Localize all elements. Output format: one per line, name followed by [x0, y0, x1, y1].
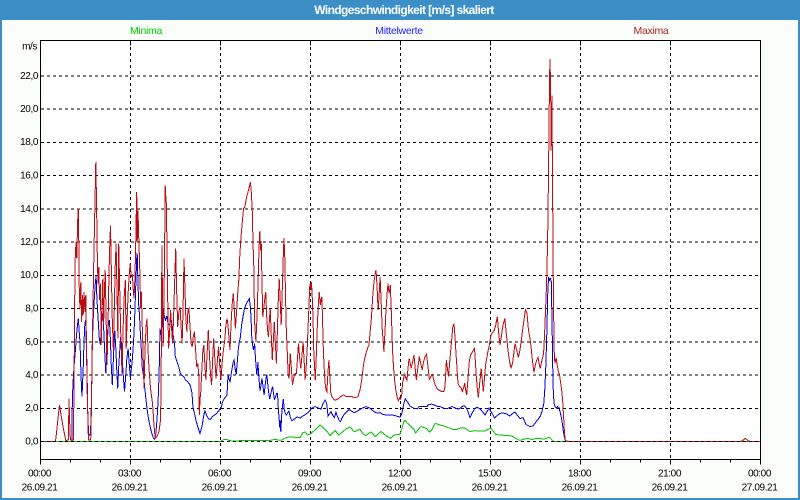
svg-text:18:00: 18:00: [568, 469, 592, 480]
svg-text:14,0: 14,0: [20, 204, 39, 215]
svg-text:26.09.21: 26.09.21: [22, 483, 59, 494]
svg-text:00:00: 00:00: [748, 469, 772, 480]
svg-text:26.09.21: 26.09.21: [472, 483, 509, 494]
svg-text:03:00: 03:00: [118, 469, 142, 480]
svg-text:10,0: 10,0: [20, 270, 39, 281]
svg-text:26.09.21: 26.09.21: [562, 483, 599, 494]
svg-text:6,0: 6,0: [25, 337, 39, 348]
svg-text:0,0: 0,0: [25, 437, 39, 448]
svg-text:26.09.21: 26.09.21: [652, 483, 689, 494]
svg-text:4,0: 4,0: [25, 370, 39, 381]
svg-text:22,0: 22,0: [20, 71, 39, 82]
svg-text:06:00: 06:00: [208, 469, 232, 480]
svg-text:12:00: 12:00: [388, 469, 412, 480]
svg-text:12,0: 12,0: [20, 237, 39, 248]
svg-text:18,0: 18,0: [20, 137, 39, 148]
svg-text:m/s: m/s: [22, 42, 37, 53]
svg-text:27.09.21: 27.09.21: [742, 483, 779, 494]
svg-text:15:00: 15:00: [478, 469, 502, 480]
svg-text:00:00: 00:00: [28, 469, 52, 480]
svg-text:Maxima: Maxima: [634, 25, 669, 37]
svg-text:20,0: 20,0: [20, 104, 39, 115]
svg-text:26.09.21: 26.09.21: [112, 483, 149, 494]
svg-text:09:00: 09:00: [298, 469, 322, 480]
svg-text:2,0: 2,0: [25, 403, 39, 414]
svg-text:16,0: 16,0: [20, 171, 39, 182]
svg-text:21:00: 21:00: [658, 469, 682, 480]
svg-text:26.09.21: 26.09.21: [202, 483, 239, 494]
svg-text:Windgeschwindigkeit [m/s] skal: Windgeschwindigkeit [m/s] skaliert: [314, 3, 494, 17]
svg-text:26.09.21: 26.09.21: [292, 483, 329, 494]
svg-text:Mittelwerte: Mittelwerte: [375, 25, 423, 37]
svg-text:26.09.21: 26.09.21: [382, 483, 419, 494]
svg-text:8,0: 8,0: [25, 304, 39, 315]
svg-text:Minima: Minima: [130, 25, 162, 37]
